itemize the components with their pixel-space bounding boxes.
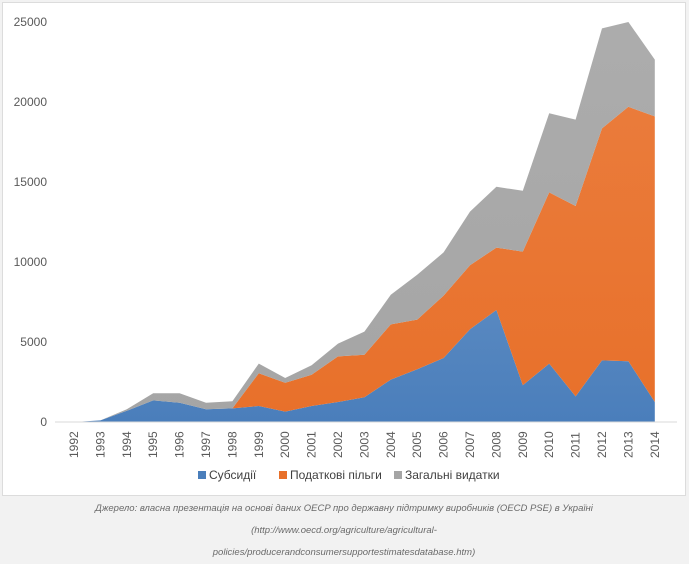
series-area-3 xyxy=(74,22,655,422)
x-tick-label: 2014 xyxy=(648,431,662,458)
y-tick-label: 0 xyxy=(40,415,47,429)
legend: Субсидії Податкові пільги Загальні видатки xyxy=(198,468,500,482)
x-tick-label: 1998 xyxy=(225,431,239,458)
y-tick-label: 20000 xyxy=(14,95,48,109)
legend-label: Податкові пільги xyxy=(290,468,382,482)
x-tick-label: 1996 xyxy=(173,431,187,458)
source-link-continued[interactable]: policies/producerandconsumersupportestim… xyxy=(212,547,473,558)
x-tick-label: 2007 xyxy=(463,431,477,458)
x-tick-label: 1992 xyxy=(67,431,81,458)
x-tick-label: 2013 xyxy=(621,431,635,458)
caption-suffix: ) xyxy=(472,547,476,558)
x-tick-label: 1999 xyxy=(252,431,266,458)
x-tick-label: 1993 xyxy=(93,431,107,458)
legend-swatch xyxy=(394,471,402,479)
y-tick-label: 5000 xyxy=(20,335,47,349)
area-layers xyxy=(74,22,655,423)
x-tick-label: 2001 xyxy=(305,431,319,458)
x-tick-label: 2000 xyxy=(278,431,292,458)
y-tick-label: 10000 xyxy=(14,255,48,269)
source-link[interactable]: http://www.oecd.org/agriculture/agricult… xyxy=(254,525,437,536)
y-axis: 0 5000 10000 15000 20000 25000 xyxy=(14,15,48,429)
source-caption: Джерело: власна презентація на основі да… xyxy=(2,498,686,564)
caption-text: Джерело: власна презентація на основі да… xyxy=(95,503,593,536)
legend-swatch xyxy=(279,471,287,479)
legend-label: Субсидії xyxy=(209,468,257,482)
x-tick-label: 2010 xyxy=(542,431,556,458)
x-tick-label: 2002 xyxy=(331,431,345,458)
y-tick-label: 15000 xyxy=(14,175,48,189)
x-tick-label: 2012 xyxy=(595,431,609,458)
x-tick-label: 2011 xyxy=(569,432,583,458)
x-tick-label: 2003 xyxy=(357,431,371,458)
series-area-1 xyxy=(74,310,655,422)
x-tick-label: 1995 xyxy=(146,431,160,458)
x-tick-label: 1994 xyxy=(120,431,134,458)
series-area-2 xyxy=(74,106,655,423)
x-axis: 1992 1993 1994 1995 1996 1997 1998 1999 2000 2001… xyxy=(67,431,662,458)
legend-swatch xyxy=(198,471,206,479)
x-tick-label: 2005 xyxy=(410,431,424,458)
y-tick-label: 25000 xyxy=(14,15,48,29)
x-tick-label: 2004 xyxy=(384,431,398,458)
x-tick-label: 2009 xyxy=(516,431,530,458)
x-tick-label: 2008 xyxy=(489,431,503,458)
chart-frame: 0 5000 10000 15000 20000 25000 1992 1993 1994 19… xyxy=(2,2,686,496)
x-tick-label: 2006 xyxy=(437,431,451,458)
x-tick-label: 1997 xyxy=(199,431,213,458)
legend-label: Загальні видатки xyxy=(405,468,500,482)
